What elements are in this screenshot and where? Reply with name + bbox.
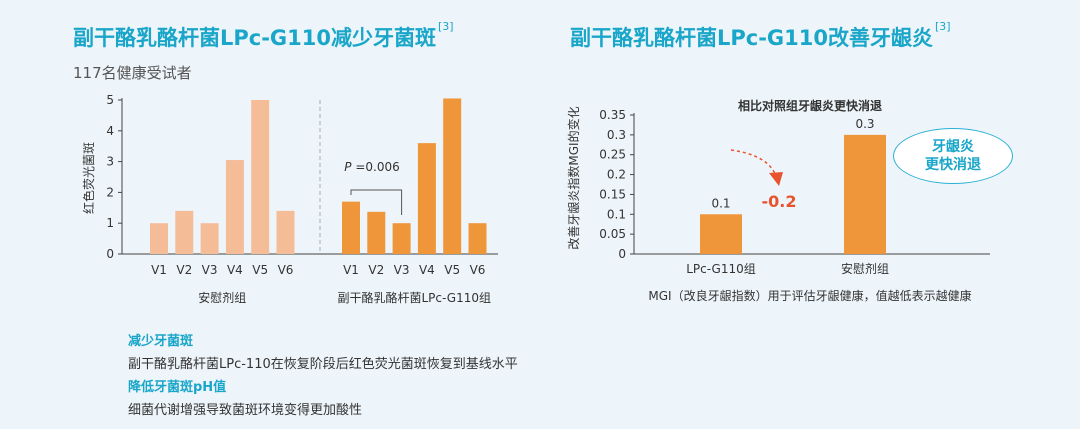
plaque-bar <box>417 143 436 254</box>
left-chart-title: 副干酪乳酪杆菌LPc-G110减少牙菌斑 [3] <box>73 20 454 50</box>
note-title-1: 减少牙菌斑 <box>128 334 194 349</box>
left-y-tick-label: 5 <box>106 93 114 107</box>
faster-resolution-badge: 牙龈炎 更快消退 <box>893 128 1013 184</box>
plaque-bar <box>251 100 270 254</box>
badge-line-1: 牙龈炎 <box>932 139 974 155</box>
left-x-tick-label: V6 <box>278 263 294 277</box>
right-ref: [3] <box>935 20 951 33</box>
left-x-tick-label: V5 <box>252 263 268 277</box>
left-x-tick-label: V3 <box>394 263 410 277</box>
plaque-bar <box>367 211 386 254</box>
left-x-tick-label: V1 <box>151 263 167 277</box>
left-group-label: 副干酪乳酪杆菌LPc-G110组 <box>338 290 492 305</box>
left-x-tick-label: V4 <box>227 263 243 277</box>
note-title-2: 降低牙菌斑pH值 <box>128 380 227 395</box>
left-x-tick-label: V2 <box>368 263 384 277</box>
plaque-bar <box>468 223 487 254</box>
left-x-tick-label: V6 <box>470 263 486 277</box>
significance-bracket <box>350 189 403 215</box>
left-y-tick-label: 0 <box>106 247 114 261</box>
plaque-bar <box>175 210 194 254</box>
left-subtitle: 117名健康受试者 <box>73 64 192 82</box>
left-y-tick-label: 3 <box>106 155 114 169</box>
left-x-tick-label: V2 <box>176 263 192 277</box>
plaque-bar <box>443 98 462 255</box>
note-text-2: 细菌代谢增强导致菌斑环境变得更加酸性 <box>128 403 363 418</box>
left-ref: [3] <box>438 20 454 33</box>
plaque-bar <box>200 223 219 254</box>
left-x-tick-label: V4 <box>419 263 435 277</box>
left-x-tick-label: V1 <box>343 263 359 277</box>
plaque-bar <box>342 201 360 254</box>
plaque-bar <box>225 160 244 254</box>
left-y-tick-label: 1 <box>106 216 114 230</box>
notes-section: 减少牙菌斑 副干酪乳酪杆菌LPc-110在恢复阶段后红色荧光菌斑恢复到基线水平 … <box>128 330 518 422</box>
left-x-tick-label: V5 <box>444 263 460 277</box>
p-value-label: P =0.006 <box>344 160 399 174</box>
left-y-tick-label: 4 <box>106 124 114 138</box>
right-chart-title: 副干酪乳酪杆菌LPc-G110改善牙龈炎 [3] <box>570 20 951 50</box>
left-group-label: 安慰剂组 <box>198 290 246 305</box>
badge-line-2: 更快消退 <box>925 157 981 173</box>
plaque-bar <box>392 223 411 254</box>
note-text-1: 副干酪乳酪杆菌LPc-110在恢复阶段后红色荧光菌斑恢复到基线水平 <box>128 357 518 372</box>
plaque-bar <box>150 223 168 254</box>
left-y-axis-label: 红色荧光菌斑 <box>81 142 96 214</box>
left-y-tick-label: 2 <box>106 185 114 199</box>
plaque-bar <box>276 210 295 254</box>
left-x-tick-label: V3 <box>202 263 218 277</box>
